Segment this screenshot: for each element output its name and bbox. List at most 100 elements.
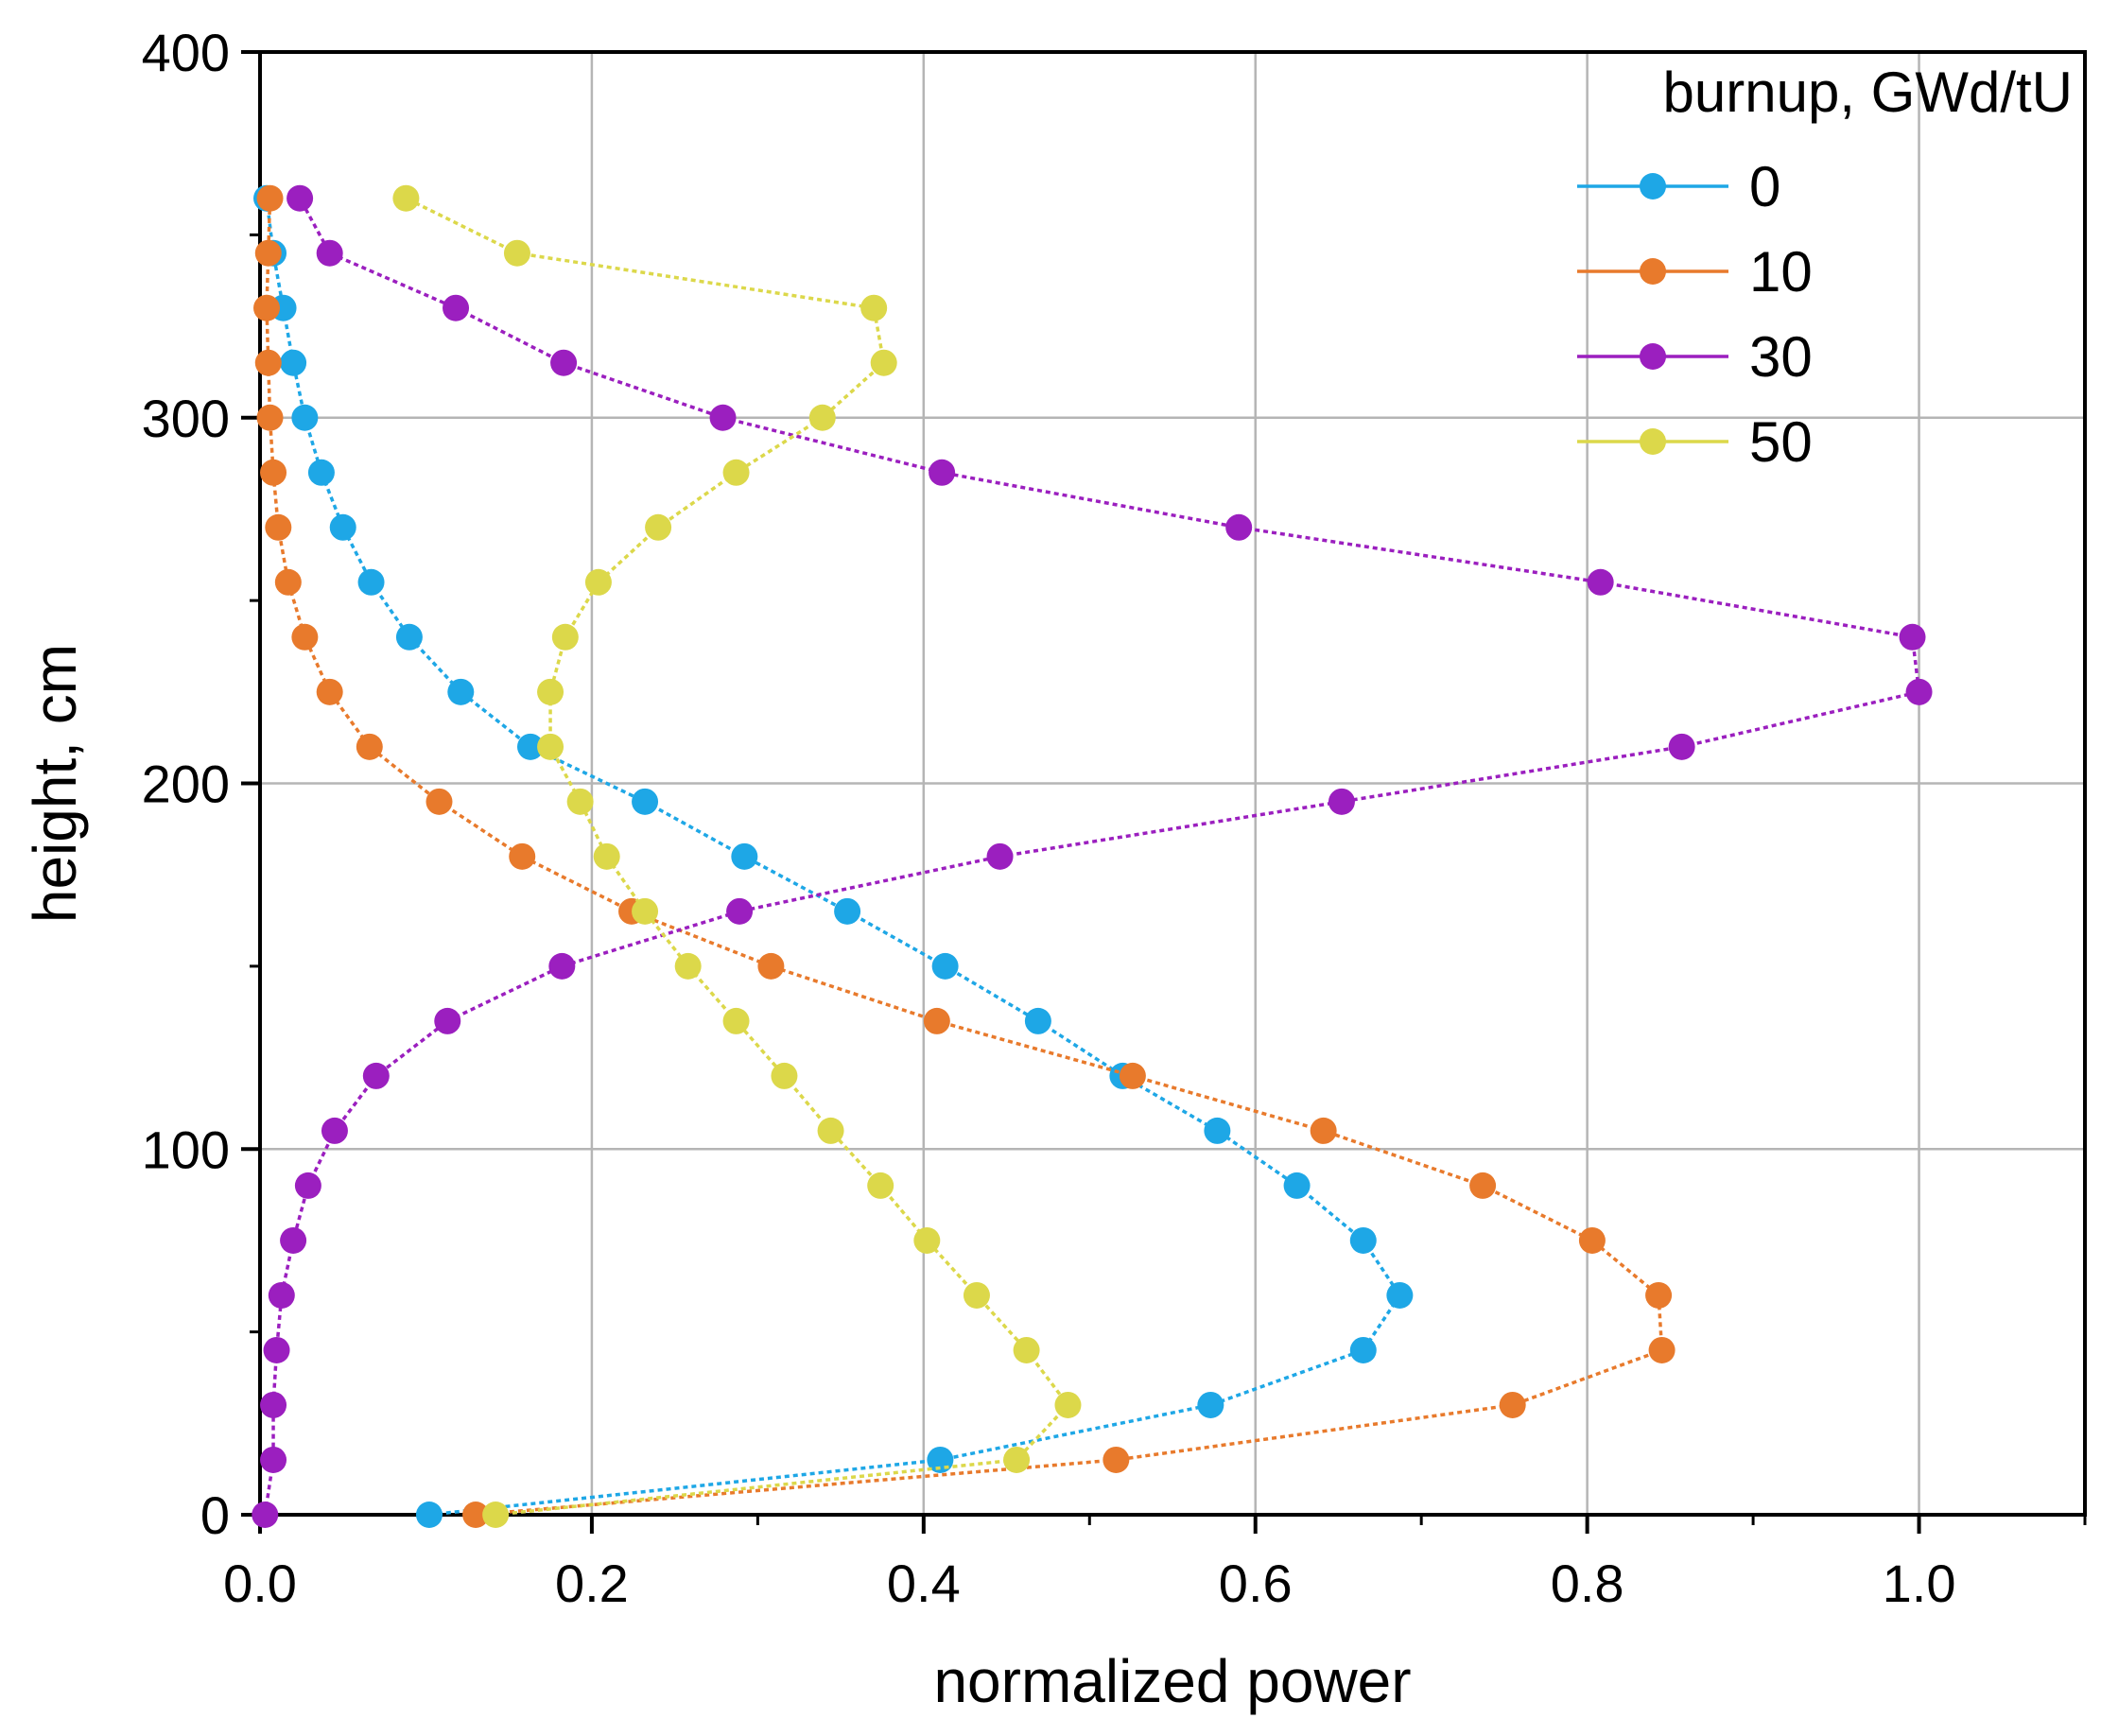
data-point	[291, 623, 319, 651]
legend-marker-0	[1640, 173, 1666, 200]
data-point	[1349, 1226, 1377, 1254]
legend-title: burnup, GWd/tU	[1662, 61, 2073, 124]
data-point	[280, 1226, 307, 1254]
series-0	[253, 184, 1414, 1528]
y-tick-label: 400	[142, 23, 230, 82]
data-point	[817, 1117, 844, 1144]
data-point	[321, 1117, 348, 1144]
data-point	[726, 897, 754, 925]
data-point	[1668, 733, 1695, 760]
data-point	[923, 1007, 950, 1034]
x-tick-label: 1.0	[1883, 1554, 1956, 1613]
data-point	[913, 1226, 941, 1254]
data-point	[274, 568, 302, 596]
data-point	[356, 733, 383, 760]
legend-item-50: 50	[1577, 410, 1813, 474]
x-tick-label: 0.8	[1551, 1554, 1624, 1613]
data-point	[632, 897, 659, 925]
data-point	[548, 952, 576, 980]
x-tick-label: 0.0	[223, 1554, 297, 1613]
legend-label-30: 30	[1749, 325, 1813, 389]
data-point	[265, 513, 292, 541]
data-point	[362, 1062, 390, 1089]
y-tick-label: 300	[142, 389, 230, 448]
data-point	[1328, 788, 1355, 815]
y-tick-label: 100	[142, 1120, 230, 1179]
y-tick-label: 0	[200, 1485, 230, 1545]
data-point	[1310, 1117, 1337, 1144]
data-point	[357, 568, 385, 596]
legend-marker-50	[1640, 428, 1666, 455]
data-point	[1905, 678, 1933, 705]
series-line-0	[265, 198, 1402, 1517]
data-point	[550, 349, 578, 376]
data-point	[516, 733, 544, 760]
data-point	[860, 294, 888, 321]
data-point	[722, 459, 750, 486]
data-point	[931, 952, 959, 980]
data-point	[963, 1281, 990, 1309]
data-point	[280, 349, 307, 376]
data-point	[260, 459, 287, 486]
data-point	[447, 678, 475, 705]
data-point	[537, 733, 564, 760]
data-point	[291, 404, 319, 431]
data-point	[1013, 1336, 1040, 1363]
data-point	[645, 513, 672, 541]
x-tick-label: 0.4	[887, 1554, 961, 1613]
data-point	[253, 294, 281, 321]
data-point	[1103, 1446, 1130, 1473]
legend-marker-10	[1640, 258, 1666, 285]
data-point	[307, 459, 335, 486]
data-point	[537, 678, 564, 705]
data-point	[1003, 1446, 1031, 1473]
data-point	[263, 1336, 290, 1363]
data-point	[1899, 623, 1926, 651]
data-point	[254, 239, 282, 267]
data-point	[867, 1172, 894, 1199]
data-point	[584, 568, 612, 596]
x-tick-label: 0.2	[555, 1554, 629, 1613]
data-point	[254, 349, 282, 376]
data-point	[395, 623, 423, 651]
data-point	[509, 842, 536, 870]
legend: burnup, GWd/tU 0 10 30 50	[1577, 61, 2073, 474]
data-point	[870, 349, 897, 376]
data-point	[294, 1172, 321, 1199]
data-point	[1645, 1281, 1673, 1309]
data-point	[1024, 1007, 1051, 1034]
data-point	[771, 1062, 798, 1089]
data-point	[674, 952, 702, 980]
data-point	[316, 678, 343, 705]
data-point	[316, 239, 343, 267]
data-point	[566, 788, 594, 815]
data-point	[1587, 568, 1614, 596]
data-point	[256, 184, 284, 212]
series-50	[392, 184, 1082, 1528]
data-point	[1204, 1117, 1231, 1144]
data-point	[808, 404, 836, 431]
data-point	[1119, 1062, 1146, 1089]
data-point	[434, 1007, 461, 1034]
data-point	[1197, 1391, 1224, 1418]
data-point	[415, 1502, 443, 1528]
data-point	[1225, 513, 1253, 541]
legend-label-50: 50	[1749, 410, 1813, 474]
legend-marker-30	[1640, 343, 1666, 370]
data-point	[757, 952, 785, 980]
data-point	[425, 788, 453, 815]
data-point	[1054, 1391, 1082, 1418]
data-point	[709, 404, 737, 431]
data-point	[260, 1391, 287, 1418]
data-point	[1648, 1336, 1676, 1363]
legend-label-0: 0	[1749, 155, 1780, 218]
series-line-10	[265, 198, 1664, 1517]
x-tick-label: 0.6	[1219, 1554, 1293, 1613]
legend-label-10: 10	[1749, 240, 1813, 304]
data-point	[632, 788, 659, 815]
data-point	[252, 1502, 279, 1528]
data-point	[1578, 1226, 1606, 1254]
y-tick-label: 200	[142, 755, 230, 814]
data-point	[503, 239, 530, 267]
